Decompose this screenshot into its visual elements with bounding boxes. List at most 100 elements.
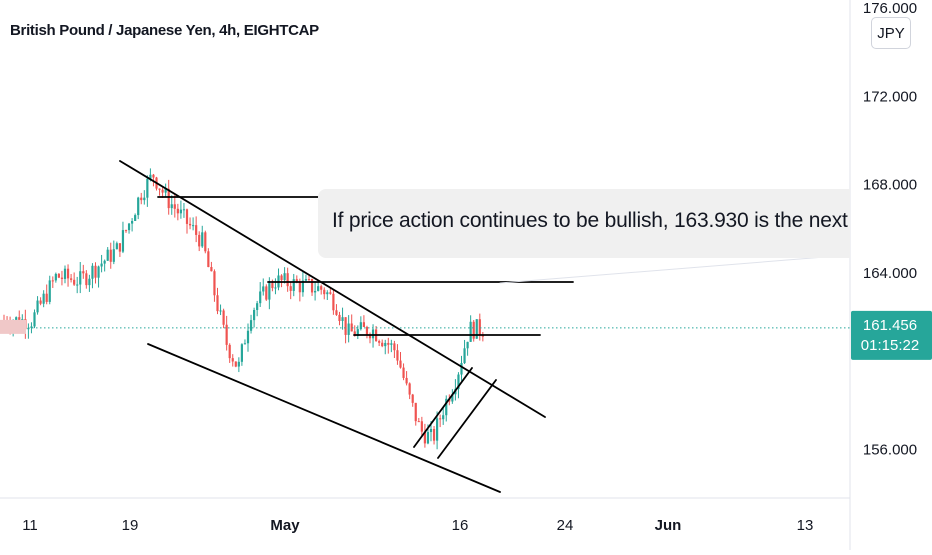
candle-body (76, 284, 79, 286)
candle-body (390, 343, 393, 345)
candle-body (393, 343, 396, 351)
candle-body (478, 319, 481, 335)
candle-body (127, 223, 131, 231)
candle-body (359, 322, 362, 330)
x-tick-label: 19 (122, 517, 139, 534)
candle-body (82, 271, 85, 274)
candle-body (362, 322, 365, 327)
candle-body (15, 317, 18, 323)
candle-body (231, 358, 234, 362)
bar-countdown-label: 01:15:22 (861, 337, 919, 354)
candle-body (222, 310, 225, 325)
candle-body (79, 271, 82, 285)
candle-body (134, 215, 137, 221)
candle-body (70, 278, 73, 280)
candle-body (100, 263, 103, 267)
candle-body (30, 326, 33, 328)
candle-body (188, 223, 192, 226)
flag-right-line[interactable] (437, 379, 497, 459)
candle-body (283, 273, 286, 281)
candle-body (262, 286, 265, 292)
candle-body (240, 344, 243, 362)
candle-body (27, 327, 30, 330)
last-price-label: 161.456 (863, 317, 917, 334)
candle-body (94, 265, 97, 278)
chart-title: British Pound / Japanese Yen, 4h, EIGHTC… (10, 22, 319, 39)
x-tick-label: Jun (655, 517, 682, 534)
candle-body (335, 310, 338, 315)
flag-left-line[interactable] (413, 367, 473, 448)
candle-body (57, 273, 60, 278)
x-tick-label: May (270, 517, 300, 534)
candle-body (460, 363, 463, 375)
last-price-tag (851, 310, 932, 360)
annotation-connector[interactable] (499, 254, 851, 284)
candle-body (268, 283, 271, 300)
candle-body (185, 209, 189, 224)
candle-body (472, 321, 475, 339)
y-tick-label: 164.000 (863, 265, 917, 282)
candle-body (121, 230, 125, 252)
candle-body (210, 267, 213, 272)
candle-body (365, 326, 369, 336)
candle-body (307, 279, 311, 281)
candle-body (417, 421, 420, 423)
candle-body (73, 279, 76, 285)
candle-body (310, 279, 314, 293)
candle-body (436, 418, 439, 441)
candle-body (51, 280, 54, 282)
candle-body (109, 249, 112, 262)
candle-body (225, 324, 228, 345)
candle-body (36, 300, 39, 313)
channel-lower-trendline[interactable] (147, 343, 501, 493)
candle-body (149, 174, 152, 179)
candle-body (292, 279, 295, 291)
candle-body (298, 282, 301, 293)
candle-body (341, 317, 344, 321)
candle-body (371, 329, 375, 339)
candle-body (469, 321, 472, 342)
candle-body (405, 377, 408, 384)
candle-body (329, 292, 332, 294)
candle-body (246, 330, 250, 344)
candle-body (173, 204, 176, 209)
candle-body (259, 291, 262, 304)
candle-body (381, 342, 384, 347)
candle-body (106, 249, 109, 261)
candle-body (414, 402, 417, 422)
y-tick-label: 176.000 (863, 0, 917, 17)
candle-body (466, 341, 469, 349)
candle-body (192, 225, 195, 227)
candle-body (63, 268, 67, 279)
candle-body (457, 374, 460, 389)
candle-body (216, 295, 219, 312)
candle-body (140, 197, 143, 201)
candle-body (350, 323, 353, 332)
candle-body (317, 286, 320, 291)
candle-body (167, 188, 170, 209)
candle-body (451, 394, 454, 402)
candle-body (368, 335, 372, 339)
candle-body (204, 232, 207, 252)
candle-body (219, 310, 222, 312)
candle-body (45, 293, 48, 302)
y-tick-label: 168.000 (863, 177, 917, 194)
x-tick-label: 13 (797, 517, 814, 534)
annotation-callout[interactable]: If price action continues to be bullish,… (318, 189, 850, 258)
candle-body (326, 292, 329, 295)
candle-body (48, 280, 51, 302)
candle-body (280, 275, 283, 281)
candle-body (66, 268, 70, 279)
candle-body (301, 280, 304, 293)
candle-body (399, 360, 402, 368)
currency-badge-button[interactable]: JPY (871, 17, 911, 49)
candle-body (420, 421, 423, 432)
candle-body (60, 277, 64, 279)
candle-body (396, 350, 399, 361)
candle-body (429, 428, 433, 433)
candle-body (243, 343, 247, 345)
channel-upper-trendline[interactable] (119, 160, 546, 418)
candle-body (289, 286, 292, 291)
